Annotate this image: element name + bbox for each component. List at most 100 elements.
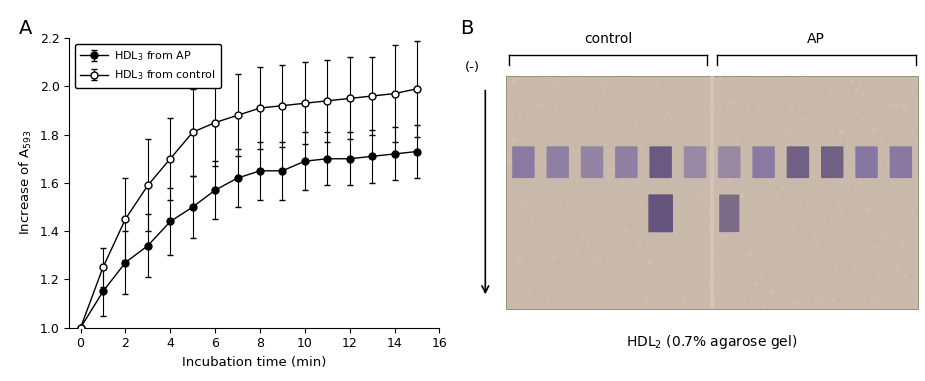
Point (522, 152, 536, 158)
Point (866, 264, 881, 271)
Point (832, 104, 846, 110)
Point (680, 116, 695, 122)
Point (575, 167, 590, 173)
Point (793, 200, 808, 206)
Point (735, 193, 750, 199)
Point (809, 275, 824, 282)
Point (737, 86, 752, 92)
Point (864, 242, 879, 248)
Point (555, 161, 570, 167)
Point (522, 291, 536, 297)
Point (598, 288, 613, 295)
Point (593, 300, 608, 306)
Point (852, 111, 867, 117)
Point (514, 157, 529, 163)
Point (602, 167, 617, 173)
Point (750, 274, 765, 280)
Point (709, 170, 723, 176)
Point (631, 138, 646, 144)
Point (635, 301, 650, 307)
Point (809, 298, 824, 304)
Point (882, 103, 897, 109)
Point (816, 215, 831, 221)
Point (759, 177, 774, 183)
Point (660, 147, 674, 153)
Point (535, 190, 549, 196)
Point (715, 211, 730, 218)
Point (524, 296, 538, 303)
Point (752, 101, 767, 107)
Point (850, 301, 865, 307)
Point (651, 160, 666, 166)
Point (872, 296, 887, 302)
Point (654, 149, 669, 155)
Point (758, 115, 772, 121)
Point (509, 281, 524, 287)
Point (557, 269, 572, 275)
Point (896, 97, 911, 103)
Point (556, 253, 571, 259)
Text: control: control (584, 32, 632, 46)
Point (866, 231, 881, 237)
Point (830, 237, 845, 243)
Point (689, 304, 704, 311)
Point (717, 248, 732, 255)
Point (546, 165, 561, 171)
Point (624, 168, 639, 174)
Point (507, 80, 522, 86)
Point (758, 158, 772, 165)
Point (648, 148, 663, 154)
Point (610, 259, 624, 265)
Point (701, 114, 716, 120)
Point (530, 126, 545, 132)
Point (714, 237, 729, 243)
Point (807, 174, 821, 180)
Point (756, 124, 771, 130)
Point (818, 131, 833, 138)
Point (799, 154, 814, 160)
Point (653, 141, 668, 147)
Point (749, 253, 764, 259)
Point (539, 221, 554, 227)
Text: AP: AP (808, 32, 825, 46)
Point (784, 252, 799, 258)
Point (601, 124, 616, 130)
Point (674, 300, 689, 306)
Point (866, 287, 881, 293)
Point (614, 227, 629, 233)
Point (627, 120, 642, 126)
Point (598, 142, 613, 148)
Point (643, 284, 658, 290)
Point (819, 161, 833, 167)
Point (644, 77, 659, 83)
Point (873, 166, 888, 172)
Point (765, 290, 780, 296)
Point (510, 303, 524, 309)
Point (631, 192, 646, 198)
Bar (506, 76, 918, 309)
Point (660, 139, 675, 145)
Point (896, 190, 911, 196)
Point (613, 174, 628, 180)
Point (536, 74, 551, 80)
Point (754, 168, 769, 174)
Point (626, 293, 641, 299)
Point (593, 104, 608, 110)
Point (734, 152, 748, 158)
Point (501, 158, 516, 165)
Point (829, 263, 844, 269)
Point (854, 248, 869, 254)
Point (566, 103, 581, 109)
Point (662, 105, 677, 111)
Point (509, 137, 524, 143)
Point (889, 160, 904, 166)
Point (528, 158, 543, 164)
Point (617, 75, 632, 81)
Point (743, 134, 758, 140)
Point (629, 120, 644, 126)
Point (686, 213, 701, 219)
Point (651, 109, 666, 115)
Point (679, 94, 694, 100)
Point (774, 304, 789, 310)
Point (738, 198, 753, 204)
